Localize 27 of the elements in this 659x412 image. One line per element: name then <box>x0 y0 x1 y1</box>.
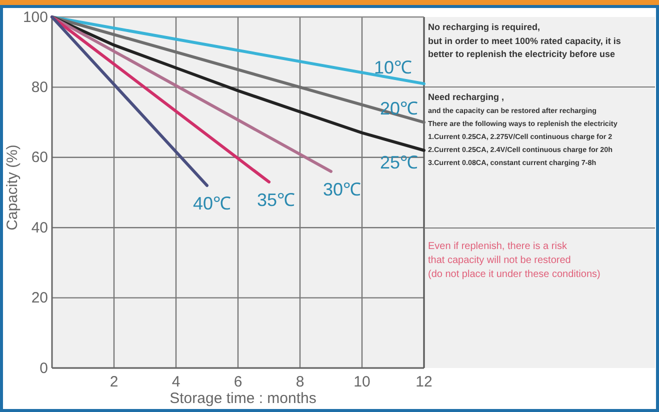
y-tick-label: 0 <box>40 360 48 377</box>
series-label: 25℃ <box>380 152 418 172</box>
series-label: 30℃ <box>323 179 362 200</box>
text: Need recharging , <box>428 92 504 102</box>
y-tick-label: 80 <box>31 79 48 96</box>
text: better to replenish the electricity before use <box>428 49 616 59</box>
x-tick-label: 8 <box>296 374 304 391</box>
series-label: 10℃ <box>374 58 412 78</box>
series-label: 35℃ <box>257 190 296 210</box>
y-tick-label: 100 <box>22 8 48 26</box>
text: No recharging is required, <box>428 22 540 32</box>
x-axis-title: Storage time : months <box>170 390 316 407</box>
series-label: 20℃ <box>380 98 418 118</box>
text: but in order to meet 100% rated capacity, it is <box>428 36 621 46</box>
x-tick-label: 12 <box>416 374 432 391</box>
y-axis-title: Capacity (%) <box>4 144 21 230</box>
y-tick-label: 20 <box>31 290 48 307</box>
y-tick-label: 40 <box>31 219 48 236</box>
text: (do not place it under these conditions) <box>428 269 600 280</box>
text: that capacity will not be restored <box>428 255 571 266</box>
text: Even if replenish, there is a risk <box>428 241 568 252</box>
x-tick-label: 6 <box>234 374 242 391</box>
x-tick-label: 4 <box>172 374 180 391</box>
y-tick-label: 60 <box>31 149 48 166</box>
series-label: 40℃ <box>193 193 232 214</box>
x-tick-label: 2 <box>110 374 118 391</box>
x-tick-label: 10 <box>354 374 370 391</box>
